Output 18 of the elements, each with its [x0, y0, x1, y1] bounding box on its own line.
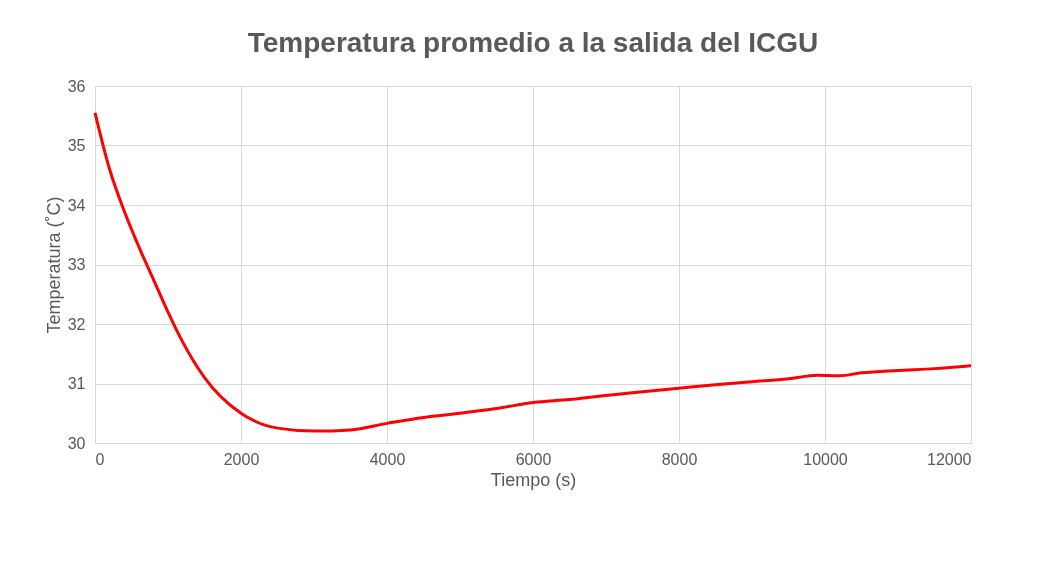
x-tick-label: 12000 [927, 450, 972, 468]
y-tick-label: 34 [67, 196, 86, 214]
x-tick-label: 10000 [803, 450, 848, 468]
x-tick-label: 6000 [515, 450, 552, 468]
y-tick-label: 32 [67, 315, 86, 333]
y-axis-title: Temperatura (˚C) [43, 196, 64, 334]
x-tick-label: 8000 [661, 450, 698, 468]
x-tick-label: 4000 [369, 450, 406, 468]
line-series [93, 111, 973, 433]
y-tick-label: 36 [67, 77, 86, 95]
x-tick-label: 0 [95, 450, 105, 468]
chart-title: Temperatura promedio a la salida del ICGU [247, 27, 819, 58]
y-tick-label: 35 [67, 137, 86, 154]
y-tick-label: 30 [67, 434, 86, 452]
y-tick-label: 33 [67, 256, 86, 273]
x-axis-title: Tiempo (s) [490, 469, 577, 490]
x-tick-label: 2000 [223, 450, 260, 468]
y-tick-label: 31 [67, 375, 86, 392]
